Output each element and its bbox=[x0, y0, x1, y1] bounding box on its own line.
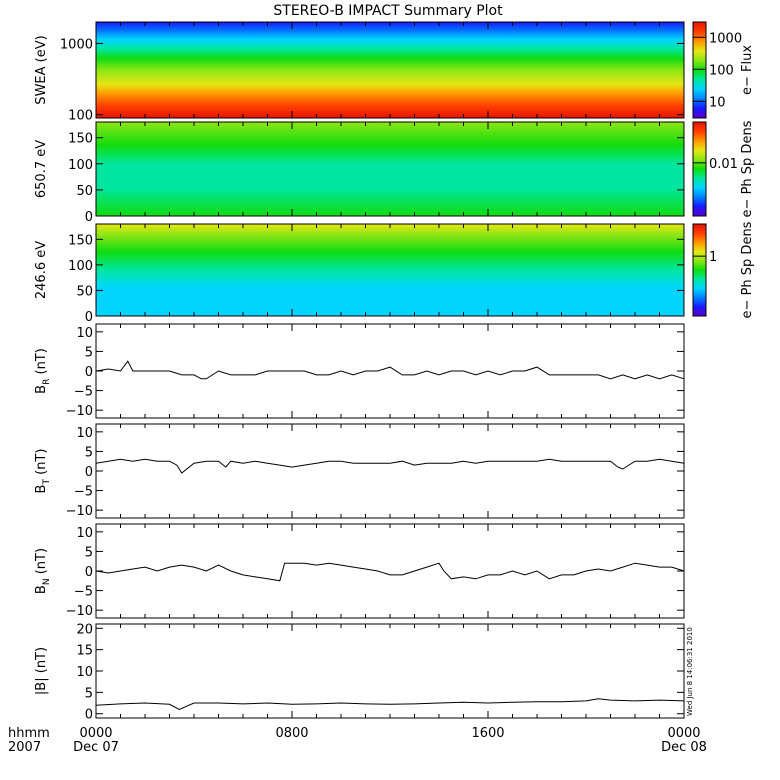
panel-6-bn-trace bbox=[95, 562, 685, 582]
panel-3-246-6-ev-ylabel: 246.6 eV bbox=[34, 241, 49, 299]
panel-1-swea-ev-colorbar-label: e− Flux bbox=[740, 45, 755, 95]
panel-4-br-ytick-label: −10 bbox=[66, 404, 93, 419]
panel-3-246-6-ev-ytick-label: 150 bbox=[68, 233, 93, 248]
time-axis-row2-label: 2007 bbox=[8, 740, 41, 755]
panel-2-650-7-ev-ytick-label: 50 bbox=[76, 184, 93, 199]
panel-6-bn-ytick-label: −10 bbox=[66, 604, 93, 619]
panel-1-swea-ev-ylabel: SWEA (eV) bbox=[34, 35, 49, 104]
panel-1-swea-ev-colorbar bbox=[692, 21, 707, 119]
panel-7-b-ytick-label: 20 bbox=[76, 622, 93, 637]
time-tick-label-0: 0000 bbox=[79, 726, 112, 741]
panel-1-swea-ev-colorbar-tick-label: 1000 bbox=[709, 31, 742, 46]
panel-2-650-7-ev-spectrogram bbox=[96, 122, 684, 216]
panel-5-bt-trace bbox=[95, 458, 685, 474]
panel-1-swea-ev-spectrogram bbox=[96, 22, 684, 118]
panel-7-b-ytick-label: 15 bbox=[76, 644, 93, 659]
panel-3-246-6-ev-colorbar-tick-label: 1 bbox=[709, 250, 717, 265]
panel-5-bt-ytick-label: 0 bbox=[85, 465, 93, 480]
panel-2-650-7-ev-colorbar-label: e− Ph Sp Dens bbox=[740, 120, 755, 217]
panel-7-b-trace bbox=[95, 698, 685, 711]
time-tick-label-2: 1600 bbox=[471, 726, 504, 741]
time-axis-row1-label: hhmm bbox=[8, 726, 50, 741]
panel-6-bn-ytick-label: −5 bbox=[74, 585, 93, 600]
panel-5-bt-ytick-label: −10 bbox=[66, 504, 93, 519]
time-tick-date-0: Dec 07 bbox=[73, 740, 119, 755]
panel-3-246-6-ev-ytick-label: 100 bbox=[68, 259, 93, 274]
panel-7-b-ytick-label: 5 bbox=[85, 686, 93, 701]
panel-7-b-ytick-label: 10 bbox=[76, 665, 93, 680]
panel-6-bn-ytick-label: 5 bbox=[85, 545, 93, 560]
panel-3-246-6-ev-colorbar-label: e− Ph Sp Dens bbox=[740, 221, 755, 318]
panel-1-swea-ev-colorbar-tick-label: 100 bbox=[709, 63, 734, 78]
panel-4-br-ytick-label: −5 bbox=[74, 385, 93, 400]
panel-7-b-ytick-label: 0 bbox=[85, 708, 93, 723]
panel-2-650-7-ev-ylabel: 650.7 eV bbox=[34, 140, 49, 198]
panel-6-bn-frame bbox=[95, 523, 685, 619]
panel-4-br-frame bbox=[95, 323, 685, 419]
panel-5-bt: −10 −5 0 5 10 BT (nT) bbox=[34, 423, 685, 519]
panel-2-650-7-ev-ytick-label: 0 bbox=[85, 210, 93, 225]
figure-title: STEREO-B IMPACT Summary Plot bbox=[273, 3, 503, 19]
panel-3-246-6-ev-ytick-label: 50 bbox=[76, 284, 93, 299]
date-stamp: Wed Jun 8 14:06:31 2010 bbox=[686, 627, 694, 716]
panel-1-swea-ev-ytick-label: 100 bbox=[68, 109, 93, 124]
panel-5-bt-ytick-label: 5 bbox=[85, 445, 93, 460]
panel-3-246-6-ev: 1 e− Ph Sp Dens 0 50 100 150 246.6 eV bbox=[34, 221, 755, 325]
panel-1-swea-ev-colorbar-tick-label: 10 bbox=[709, 95, 726, 110]
panel-5-bt-ylabel: BT (nT) bbox=[34, 449, 52, 494]
panel-4-br-ylabel: BR (nT) bbox=[34, 348, 52, 394]
panel-4-br-trace bbox=[95, 360, 685, 380]
panel-4-br-ytick-label: 0 bbox=[85, 365, 93, 380]
panel-4-br: −10 −5 0 5 10 BR (nT) bbox=[34, 323, 685, 419]
panel-2-650-7-ev-colorbar-tick-label: 0.01 bbox=[709, 157, 738, 172]
panel-2-650-7-ev: 0.01 e− Ph Sp Dens 0 50 100 150 650.7 eV bbox=[34, 120, 755, 225]
time-tick-label-1: 0800 bbox=[275, 726, 308, 741]
panel-2-650-7-ev-colorbar bbox=[692, 121, 707, 217]
time-tick-date-3: Dec 08 bbox=[661, 740, 707, 755]
panel-3-246-6-ev-ytick-label: 0 bbox=[85, 310, 93, 325]
panel-6-bn-ytick-label: 10 bbox=[76, 526, 93, 541]
panel-6-bn-ylabel: BN (nT) bbox=[34, 548, 52, 594]
panel-7-b: 0 5 10 15 20 |B| (nT) bbox=[34, 622, 685, 723]
panel-2-650-7-ev-ytick-label: 100 bbox=[68, 158, 93, 173]
panel-1-swea-ev-ytick-label: 1000 bbox=[60, 37, 93, 52]
panel-5-bt-ytick-label: 10 bbox=[76, 426, 93, 441]
time-tick-label-3: 0000 bbox=[667, 726, 700, 741]
panel-5-bt-ytick-label: −5 bbox=[74, 485, 93, 500]
panel-2-650-7-ev-ytick-label: 150 bbox=[68, 132, 93, 147]
panel-6-bn-ytick-label: 0 bbox=[85, 565, 93, 580]
panel-4-br-ytick-label: 10 bbox=[76, 326, 93, 341]
panel-6-bn: −10 −5 0 5 10 BN (nT) bbox=[34, 523, 685, 619]
panel-3-246-6-ev-colorbar bbox=[692, 223, 707, 317]
panel-7-b-ylabel: |B| (nT) bbox=[34, 647, 49, 695]
panel-3-246-6-ev-spectrogram bbox=[96, 224, 684, 316]
panel-4-br-ytick-label: 5 bbox=[85, 345, 93, 360]
